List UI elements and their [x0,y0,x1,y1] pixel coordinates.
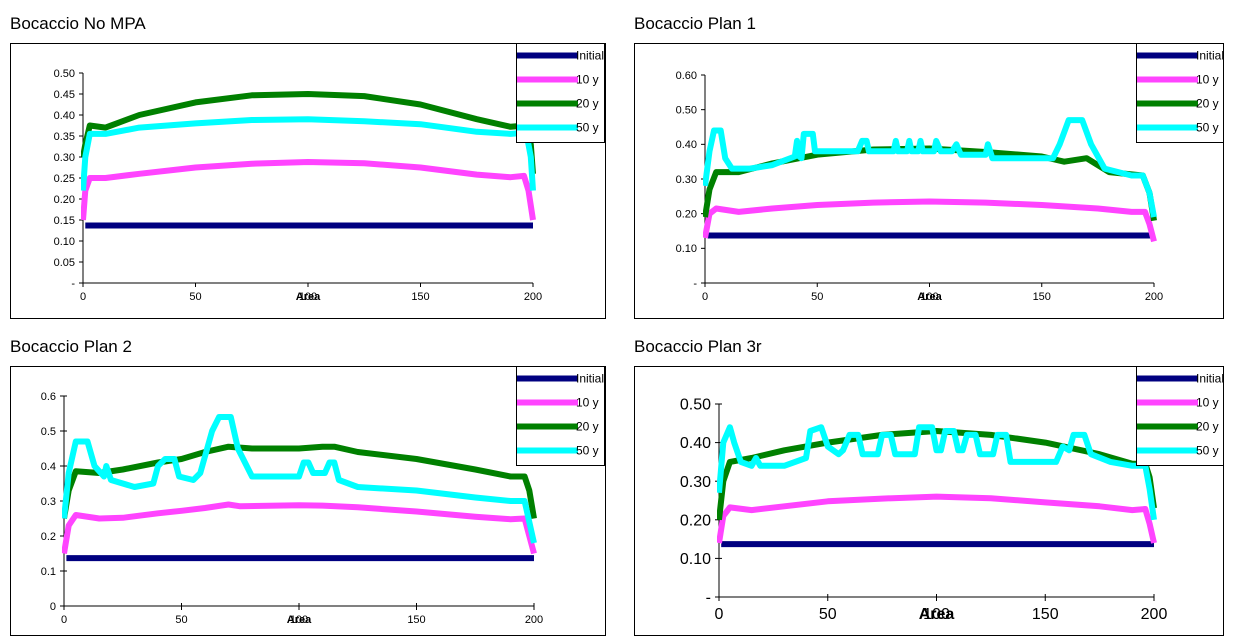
x-tick-label: 0 [715,606,724,623]
y-tick-label: 0.40 [676,139,697,151]
x-tick-label: 50 [811,291,823,303]
y-tick-label: 0 [50,601,56,613]
chart-title-no-mpa: Bocaccio No MPA [10,14,146,33]
y-tick-label: 0.2 [41,531,56,543]
legend-label: 10 y [576,73,599,87]
x-tick-label: 0 [80,291,86,303]
chart-plan-2: 0 0.1 0.2 0.3 0.4 0.5 0.6 0 50 100 150 200 Area Initi… [10,366,606,636]
y-tick-label: 0.15 [54,215,75,227]
legend-label: 20 y [576,420,599,434]
y-tick-label: 0.45 [54,89,75,101]
legend-label: 50 y [1196,444,1219,458]
y-tick-label: 0.3 [41,496,56,508]
legend-label: 50 y [576,121,599,135]
chart-title-plan-3r: Bocaccio Plan 3r [634,337,762,356]
y-tick-label: - [693,278,697,290]
x-tick-label: 100 [920,291,938,303]
chart-title-plan-2: Bocaccio Plan 2 [10,337,132,356]
y-tick-label: 0.10 [54,236,75,248]
legend-label: 10 y [1196,396,1219,410]
chart-no-mpa: - 0.05 0.10 0.15 0.20 0.25 0.30 0.35 0.40 0.45 0.5… [10,43,606,319]
legend-label: 10 y [1196,73,1219,87]
x-tick-label: 150 [1033,291,1051,303]
series-line-50-y [717,424,1157,521]
y-tick-label: - [71,278,75,290]
chart-area-frame [10,43,606,319]
y-tick-label: 0.20 [676,209,697,221]
legend-label: 20 y [1196,97,1219,111]
y-tick-label: 0.40 [680,435,711,452]
x-tick-label: 0 [702,291,708,303]
series-line-10-y [717,493,1157,544]
legend-label: 10 y [576,396,599,410]
x-tick-label: 200 [1141,606,1168,623]
chart-area-frame [634,366,1224,636]
x-axis-title: Area [919,606,955,623]
series-line-50-y [62,414,537,544]
y-tick-label: 0.4 [41,461,56,473]
y-tick-label: 0.30 [680,474,711,491]
y-tick-label: 0.30 [54,152,75,164]
series-line-50-y [703,117,1157,218]
y-tick-label: 0.40 [54,110,75,122]
x-tick-label: 100 [923,606,950,623]
x-axis-title: Area [296,291,321,303]
chart-title-plan-1: Bocaccio Plan 1 [634,14,756,33]
y-tick-label: 0.5 [41,426,56,438]
y-tick-label: 0.30 [676,174,697,186]
y-tick-label: 0.6 [41,391,56,403]
x-tick-label: 50 [819,606,837,623]
y-tick-label: 0.50 [676,105,697,117]
x-tick-label: 50 [189,291,201,303]
x-tick-label: 100 [299,291,317,303]
x-tick-label: 100 [290,614,308,626]
legend-label: 50 y [576,444,599,458]
y-tick-label: 0.10 [676,243,697,255]
y-tick-label: 0.20 [54,194,75,206]
y-tick-label: 0.05 [54,257,75,269]
legend-label: 20 y [1196,420,1219,434]
x-tick-label: 0 [61,614,67,626]
x-tick-label: 150 [407,614,425,626]
y-tick-label: 0.1 [41,566,56,578]
y-tick-label: 0.35 [54,131,75,143]
legend-label: 20 y [576,97,599,111]
x-tick-label: 150 [1032,606,1059,623]
chart-plan-3r: - 0.10 0.20 0.30 0.40 0.50 0 50 100 150 200 Area Ini… [634,366,1224,636]
y-tick-label: 0.50 [680,397,711,414]
x-tick-label: 200 [524,291,542,303]
x-tick-label: 50 [175,614,187,626]
y-tick-label: 0.25 [54,173,75,185]
y-tick-label: 0.10 [680,551,711,568]
x-tick-label: 150 [411,291,429,303]
y-tick-label: 0.50 [54,68,75,80]
legend-label: Initial [1196,372,1224,386]
x-tick-label: 200 [1145,291,1163,303]
series-line-10-y [703,198,1157,243]
x-axis-title: Area [917,291,942,303]
y-tick-label: 0.60 [676,70,697,82]
y-tick-label: - [706,590,711,607]
x-tick-label: 200 [525,614,543,626]
y-tick-label: 0.20 [680,512,711,529]
legend-label: 50 y [1196,121,1219,135]
chart-plan-1: - 0.10 0.20 0.30 0.40 0.50 0.60 0 50 100 150 200 Are… [634,43,1224,319]
chart-area-frame [634,43,1224,319]
series-line-10-y [62,501,537,555]
legend-label: Initial [1196,49,1224,63]
legend-label: Initial [576,49,604,63]
series-line-10-y [81,159,536,221]
legend-label: Initial [576,372,604,386]
x-axis-title: Area [287,614,312,626]
